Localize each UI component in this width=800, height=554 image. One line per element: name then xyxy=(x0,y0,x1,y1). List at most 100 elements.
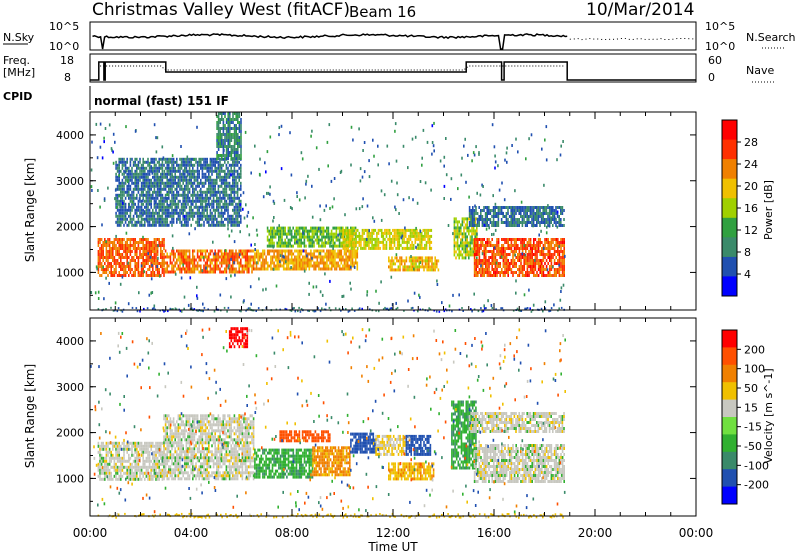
heatmap-cell xyxy=(161,160,164,164)
heatmap-cell xyxy=(179,193,181,197)
heatmap-cell xyxy=(227,211,229,215)
heatmap-cell xyxy=(458,226,460,230)
heatmap-cell xyxy=(524,212,527,215)
heatmap-cell xyxy=(363,243,365,247)
heatmap-cell xyxy=(131,175,133,179)
heatmap-cell xyxy=(311,252,314,256)
heatmap-cell xyxy=(208,202,210,206)
heatmap-cell xyxy=(477,238,479,241)
heatmap-cell xyxy=(238,157,241,160)
heatmap-cell xyxy=(224,142,226,145)
heatmap-cell xyxy=(198,217,200,221)
heatmap-cell xyxy=(201,208,204,212)
heatmap-cell xyxy=(416,265,419,269)
heatmap-speckle xyxy=(515,279,517,283)
heatmap-speckle xyxy=(290,173,293,177)
heatmap-cell xyxy=(188,199,191,203)
heatmap-cell xyxy=(466,250,468,254)
heatmap-cell xyxy=(192,172,194,176)
heatmap-cell xyxy=(488,241,490,244)
heatmap-cell xyxy=(148,268,151,271)
heatmap-cell xyxy=(134,208,136,212)
heatmap-cell xyxy=(430,228,433,232)
heatmap-cell xyxy=(492,218,495,221)
heatmap-cell xyxy=(481,271,484,274)
heatmap-cell xyxy=(507,212,509,215)
heatmap-cell xyxy=(552,253,554,256)
heatmap-cell xyxy=(424,237,426,241)
heatmap-cell xyxy=(337,235,339,239)
heatmap-cell xyxy=(185,223,188,227)
heatmap-speckle xyxy=(350,287,352,291)
heatmap-speckle xyxy=(300,151,303,155)
heatmap-cell xyxy=(541,253,543,256)
heatmap-cell xyxy=(139,187,141,191)
heatmap-cell xyxy=(262,249,264,253)
heatmap-cell xyxy=(176,217,178,221)
heatmap-cell xyxy=(485,244,487,247)
heatmap-cell xyxy=(209,249,212,253)
heatmap-cell xyxy=(464,232,467,236)
heatmap-cell xyxy=(120,262,122,265)
heatmap-cell xyxy=(319,238,322,242)
heatmap-cell xyxy=(198,264,200,268)
heatmap-cell xyxy=(235,115,237,118)
heatmap-cell xyxy=(279,238,282,242)
heatmap-cell xyxy=(142,172,144,176)
heatmap-cell xyxy=(112,244,114,247)
freq-series xyxy=(90,61,696,81)
heatmap-cell xyxy=(187,187,189,191)
heatmap-cell xyxy=(230,145,233,148)
heatmap-cell xyxy=(132,241,135,244)
heatmap-cell xyxy=(558,268,561,271)
heatmap-cell xyxy=(455,241,457,245)
heatmap-cell xyxy=(485,253,487,256)
heatmap-cell xyxy=(499,212,501,215)
heatmap-cell xyxy=(235,157,237,160)
heatmap-cell xyxy=(196,160,199,164)
heatmap-cell xyxy=(201,255,204,259)
heatmap-cell xyxy=(311,244,314,248)
heatmap-cell xyxy=(208,163,210,167)
heatmap-cell xyxy=(351,249,354,253)
heatmap-cell xyxy=(164,211,167,215)
heatmap-cell xyxy=(352,246,354,250)
heatmap-cell xyxy=(212,163,215,167)
heatmap-cell xyxy=(172,163,175,167)
heatmap-cell xyxy=(100,268,103,271)
heatmap-cell xyxy=(150,244,152,247)
heatmap-cell xyxy=(107,265,109,268)
heatmap-cell xyxy=(475,268,477,271)
heatmap-cell xyxy=(123,202,125,206)
heatmap-cell xyxy=(297,244,299,248)
heatmap-cell xyxy=(418,262,420,266)
heatmap-cell xyxy=(112,253,114,256)
heatmap-cell xyxy=(182,223,184,227)
heatmap-cell xyxy=(410,265,412,269)
heatmap-cell xyxy=(545,259,548,262)
heatmap-cell xyxy=(523,262,525,265)
heatmap-cell xyxy=(229,127,231,130)
heatmap-cell xyxy=(196,190,199,194)
heatmap-cell xyxy=(136,169,138,173)
heatmap-cell xyxy=(298,226,301,230)
heatmap-cell xyxy=(163,261,165,265)
heatmap-cell xyxy=(542,274,545,277)
heatmap-cell xyxy=(163,274,165,277)
heatmap-cell xyxy=(542,215,544,218)
heatmap-cell xyxy=(248,270,250,274)
heatmap-cell xyxy=(466,217,468,221)
heatmap-cell xyxy=(233,178,236,182)
heatmap-cell xyxy=(537,250,540,253)
heatmap-cell xyxy=(340,261,343,265)
heatmap-cell xyxy=(371,231,373,235)
heatmap-cell xyxy=(184,199,186,203)
heatmap-cell xyxy=(230,217,232,221)
heatmap-cell xyxy=(136,187,138,191)
heatmap-cell xyxy=(132,196,135,200)
heatmap-cell xyxy=(201,252,204,256)
heatmap-cell xyxy=(108,238,111,241)
heatmap-cell xyxy=(132,271,135,274)
heatmap-cell xyxy=(228,267,231,271)
heatmap-speckle xyxy=(172,246,174,250)
